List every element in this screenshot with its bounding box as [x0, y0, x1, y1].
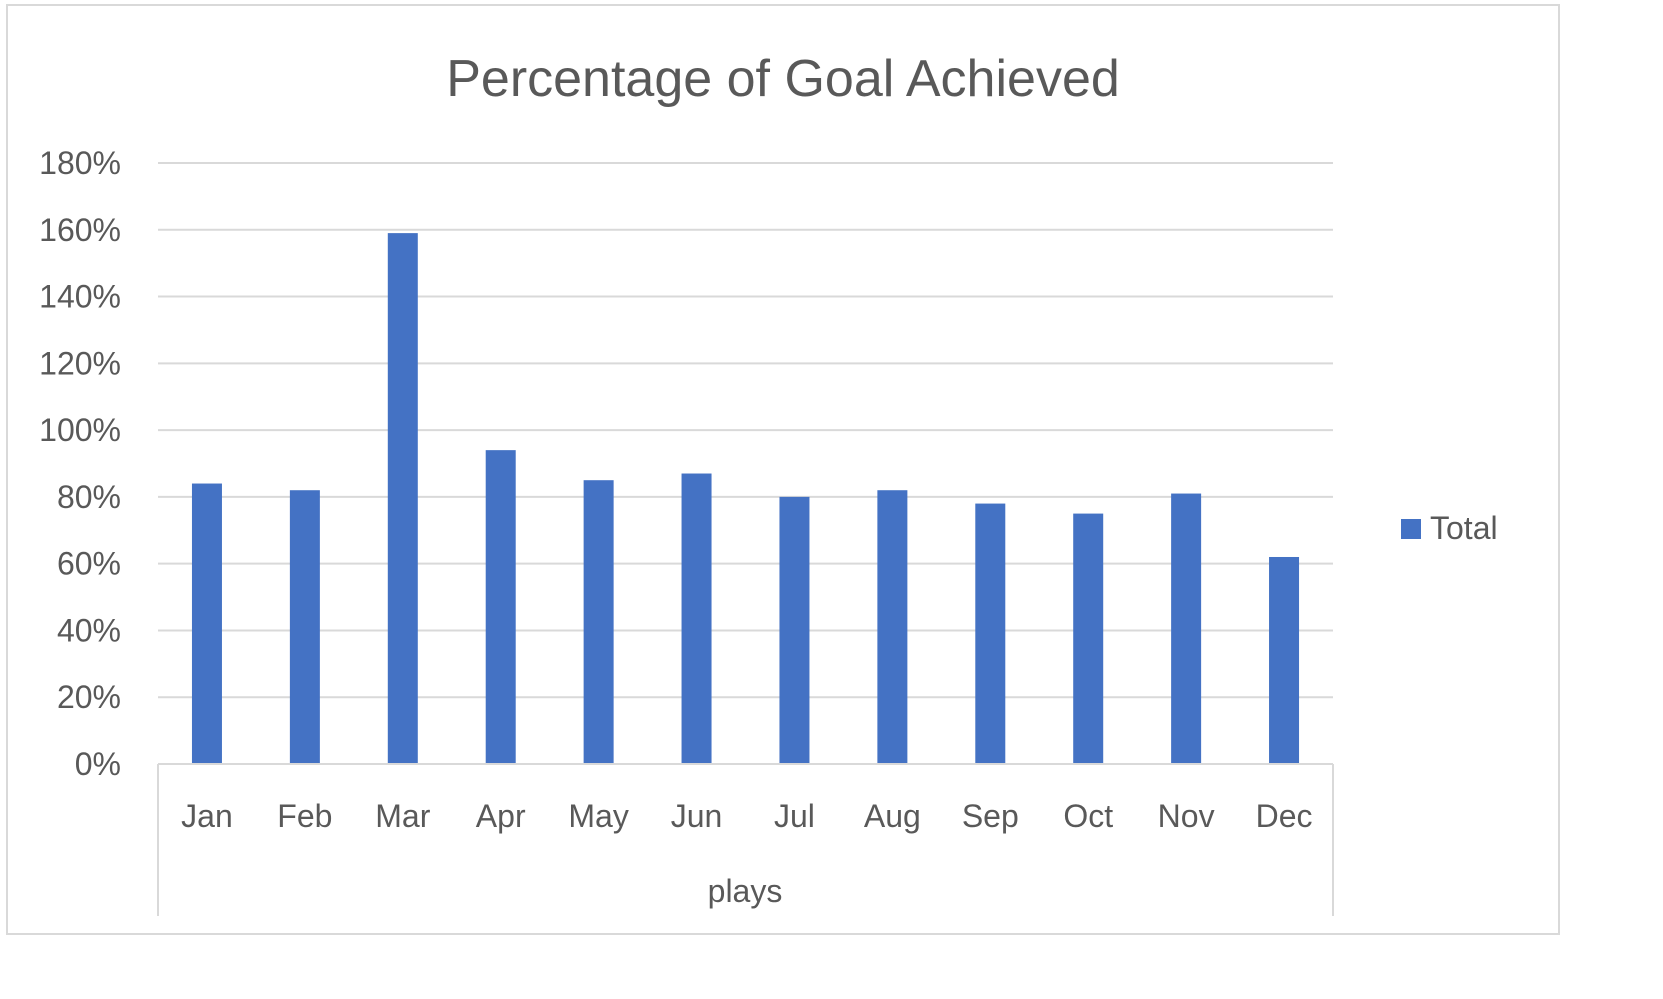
y-tick-label: 160%	[39, 212, 121, 248]
x-axis-title: plays	[708, 873, 783, 909]
bar-nov	[1171, 493, 1202, 764]
x-axis-ticks: Jan Feb Mar Apr May Jun Jul Aug Sep Oct Nov Dec	[181, 798, 1312, 834]
chart-title: Percentage of Goal Achieved	[446, 50, 1120, 108]
bar-mar	[387, 233, 418, 764]
x-tick-label: Jan	[181, 798, 233, 834]
x-tick-label: Oct	[1063, 798, 1113, 834]
y-tick-label: 0%	[75, 746, 121, 782]
bars	[191, 233, 1300, 764]
x-tick-label: Feb	[277, 798, 332, 834]
legend-label-total: Total	[1430, 510, 1498, 546]
x-tick-label: May	[568, 798, 628, 834]
gridlines	[158, 162, 1333, 699]
bar-jun	[681, 473, 712, 764]
x-tick-label: Nov	[1158, 798, 1215, 834]
x-axis	[157, 763, 1334, 916]
bar-dec	[1269, 556, 1300, 764]
x-tick-label: Mar	[375, 798, 430, 834]
y-tick-label: 100%	[39, 412, 121, 448]
x-tick-label: Jun	[671, 798, 723, 834]
y-tick-label: 20%	[57, 679, 121, 715]
x-tick-label: Dec	[1256, 798, 1313, 834]
bar-sep	[975, 503, 1006, 764]
y-tick-label: 180%	[39, 145, 121, 181]
bar-aug	[877, 490, 908, 764]
legend: Total	[1401, 510, 1498, 546]
bar-apr	[485, 450, 516, 764]
bar-chart: Percentage of Goal Achieved 0% 20% 40% 60% 8…	[39, 50, 1498, 916]
y-tick-label: 60%	[57, 546, 121, 582]
y-tick-label: 120%	[39, 345, 121, 381]
x-tick-label: Sep	[962, 798, 1019, 834]
y-tick-label: 80%	[57, 479, 121, 515]
x-tick-label: Aug	[864, 798, 921, 834]
bar-oct	[1073, 513, 1104, 764]
bar-may	[583, 480, 614, 764]
y-axis-ticks: 0% 20% 40% 60% 80% 100% 120% 140% 160% 180%	[39, 145, 121, 782]
chart-frame: Percentage of Goal Achieved 0% 20% 40% 60% 8…	[6, 4, 1560, 935]
x-tick-label: Apr	[476, 798, 526, 834]
y-tick-label: 40%	[57, 612, 121, 648]
x-tick-label: Jul	[774, 798, 815, 834]
legend-swatch-total	[1401, 519, 1421, 539]
bar-jan	[191, 483, 222, 764]
y-tick-label: 140%	[39, 279, 121, 315]
bar-feb	[289, 490, 320, 764]
bar-jul	[779, 496, 810, 764]
